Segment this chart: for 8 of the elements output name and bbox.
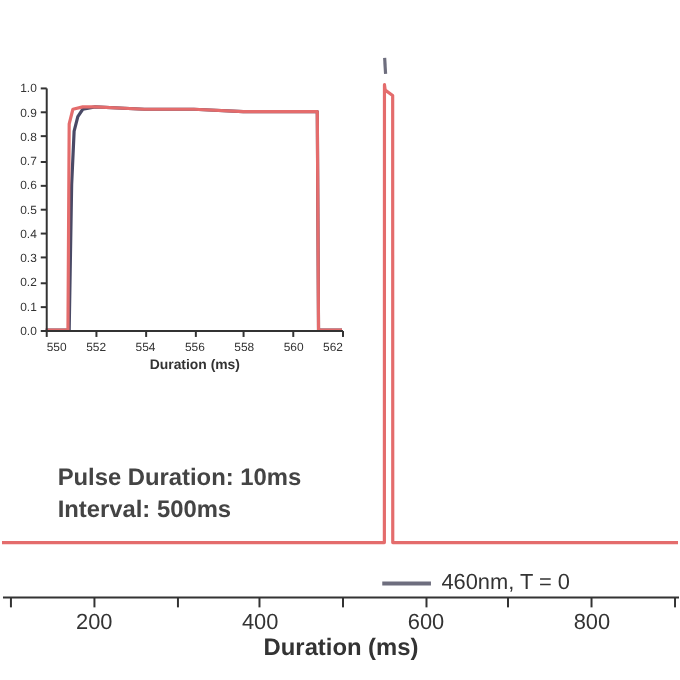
annotation: Interval: 500ms — [57, 494, 232, 523]
x-tick-label: 200 — [75, 611, 113, 636]
x-tick-label: 800 — [573, 611, 611, 636]
legend-label: 460nm, T = 0 — [441, 571, 570, 596]
x-tick-label: 400 — [241, 611, 279, 636]
x-tick-label: 600 — [407, 611, 445, 636]
x-axis-title: Duration (ms) — [263, 633, 419, 662]
annotation: Pulse Duration: 10ms — [57, 463, 302, 492]
